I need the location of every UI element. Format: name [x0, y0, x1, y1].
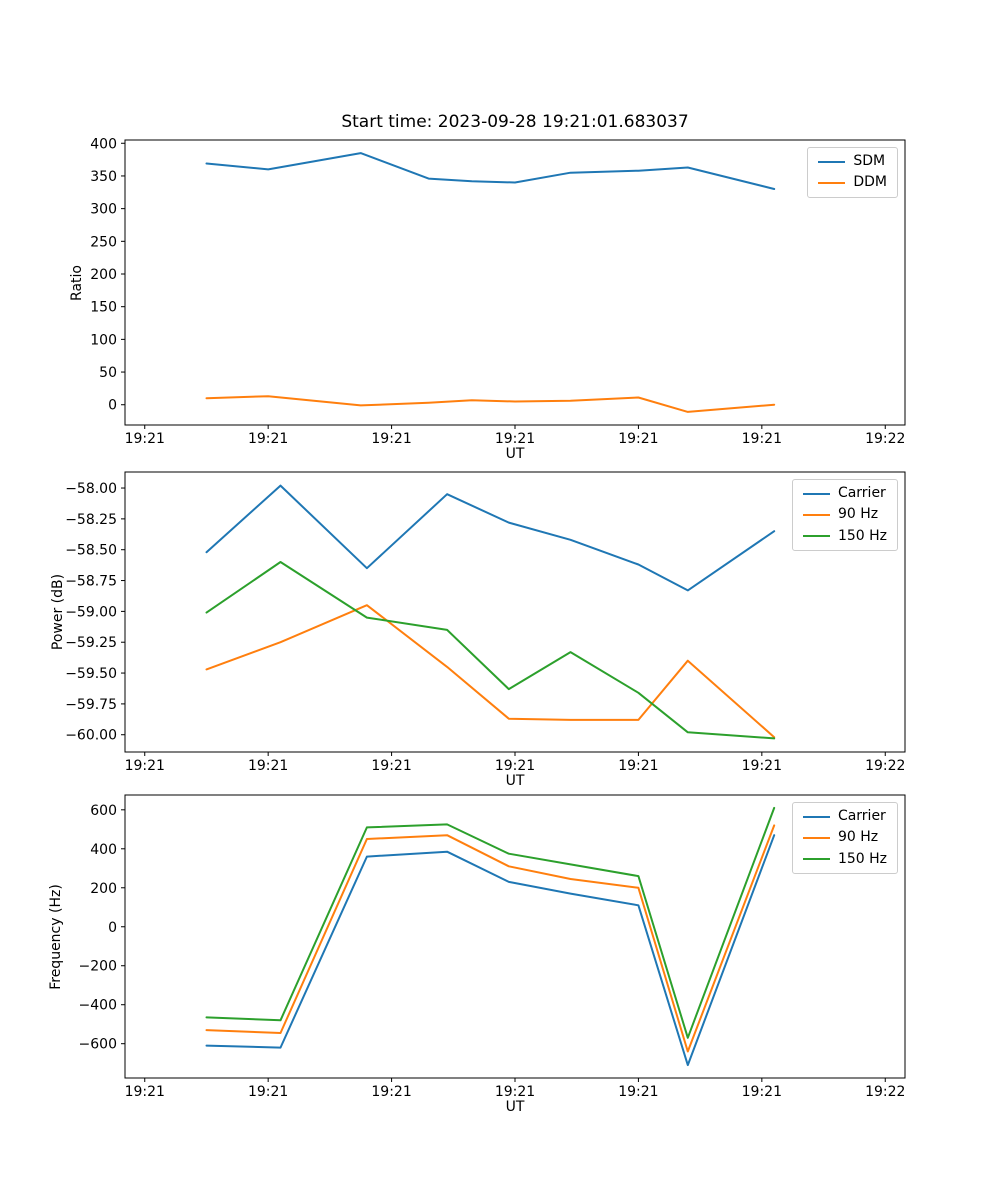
axes-frame: [124, 139, 906, 426]
legend-label: Carrier: [837, 808, 886, 824]
x-tick-label: 19:21: [125, 431, 165, 447]
y-axis-label-power: Power (dB): [50, 573, 66, 651]
y-tick-label: 350: [90, 169, 117, 185]
series-line-sdm: [205, 152, 776, 190]
x-tick-label: 19:21: [742, 431, 782, 447]
x-tick-label: 19:22: [865, 1084, 905, 1100]
legend-label: 90 Hz: [837, 829, 879, 846]
y-tick-label: −58.50: [65, 543, 117, 559]
x-tick-label: 19:21: [248, 1084, 288, 1100]
x-tick-label: 19:21: [742, 758, 782, 774]
legend-line-swatch: [802, 815, 830, 818]
axes-background: [125, 140, 905, 425]
y-tick-label: 200: [90, 881, 117, 897]
legend-line-swatch: [802, 858, 830, 861]
legend-label: 90 Hz: [837, 506, 879, 523]
y-tick-label: 250: [90, 234, 117, 250]
y-tick-label: 150: [90, 300, 117, 316]
y-tick-label: 300: [90, 202, 117, 218]
legend-line-swatch: [802, 492, 830, 495]
x-tick-label: 19:21: [495, 431, 535, 447]
x-axis-label-ratio: UT: [505, 446, 525, 462]
legend-item-150-hz: 150 Hz: [802, 527, 887, 544]
legend-line-swatch: [802, 514, 830, 517]
series-line-150-hz: [205, 561, 776, 740]
x-tick-label: 19:21: [618, 758, 658, 774]
y-tick-label: 100: [90, 332, 117, 348]
y-tick-label: 0: [108, 398, 117, 414]
series-line-carrier: [205, 834, 776, 1067]
y-tick-label: −58.75: [65, 574, 117, 590]
y-tick-label: −400: [79, 998, 117, 1014]
y-tick-label: 600: [90, 803, 117, 819]
legend-item-90-hz: 90 Hz: [802, 506, 887, 523]
y-tick-label: −59.75: [65, 697, 117, 713]
legend-power: Carrier 90 Hz 150 Hz: [791, 479, 898, 552]
subplot-2: 19:21 19:21 19:21 19:21 19:21 19:21 19:22 −600 −…: [79, 794, 906, 1100]
subplot-0: 19:21 19:21 19:21 19:21 19:21 19:21 19:22 0 50 10…: [90, 136, 906, 447]
x-axis-label-frequency: UT: [505, 1099, 525, 1115]
legend-label: 150 Hz: [837, 527, 887, 544]
x-tick-label: 19:21: [618, 1084, 658, 1100]
axes-frame: [124, 471, 906, 753]
legend-label: SDM: [853, 153, 886, 169]
y-tick-label: −59.00: [65, 604, 117, 620]
subplot-1: 19:21 19:21 19:21 19:21 19:21 19:21 19:22 −58.0…: [65, 471, 906, 774]
legend-line-swatch: [818, 182, 846, 185]
y-tick-label: 400: [90, 842, 117, 858]
y-tick-label: 50: [99, 365, 117, 381]
y-tick-label: −59.50: [65, 666, 117, 682]
series-line-ddm: [205, 395, 776, 413]
x-tick-label: 19:21: [125, 1084, 165, 1100]
legend-item-150-hz: 150 Hz: [802, 850, 887, 867]
axes-background: [125, 472, 905, 752]
x-tick-label: 19:21: [125, 758, 165, 774]
legend-item-90-hz: 90 Hz: [802, 829, 887, 846]
y-tick-label: 200: [90, 267, 117, 283]
legend-frequency: Carrier 90 Hz 150 Hz: [791, 802, 898, 875]
x-tick-label: 19:21: [371, 431, 411, 447]
legend-line-swatch: [802, 535, 830, 538]
legend-item-ddm: DDM: [818, 174, 887, 191]
x-tick-label: 19:22: [865, 758, 905, 774]
legend-line-swatch: [802, 837, 830, 840]
y-tick-label: −600: [79, 1037, 117, 1053]
x-tick-label: 19:21: [495, 758, 535, 774]
axes-frame: [124, 794, 906, 1079]
x-tick-label: 19:21: [371, 758, 411, 774]
x-tick-label: 19:21: [495, 1084, 535, 1100]
legend-line-swatch: [818, 160, 846, 163]
series-line-carrier: [205, 484, 776, 592]
axes-background: [125, 795, 905, 1078]
y-tick-label: −58.00: [65, 481, 117, 497]
legend-label: 150 Hz: [837, 850, 887, 867]
y-tick-label: −200: [79, 959, 117, 975]
legend-item-carrier: Carrier: [802, 808, 887, 824]
x-tick-label: 19:22: [865, 431, 905, 447]
y-tick-label: −60.00: [65, 728, 117, 744]
legend-ratio: SDM DDM: [807, 147, 898, 198]
series-line-150-hz: [205, 806, 776, 1039]
legend-label: Carrier: [837, 485, 886, 501]
x-tick-label: 19:21: [248, 431, 288, 447]
legend-item-sdm: SDM: [818, 153, 887, 169]
x-tick-label: 19:21: [618, 431, 658, 447]
legend-item-carrier: Carrier: [802, 485, 887, 501]
y-tick-label: −58.25: [65, 512, 117, 528]
x-tick-label: 19:21: [371, 1084, 411, 1100]
y-tick-label: 0: [108, 920, 117, 936]
x-axis-label-power: UT: [505, 773, 525, 789]
chart-title: Start time: 2023-09-28 19:21:01.683037: [341, 112, 689, 132]
y-axis-label-frequency: Frequency (Hz): [48, 884, 64, 990]
y-tick-label: 400: [90, 136, 117, 152]
x-tick-label: 19:21: [248, 758, 288, 774]
x-tick-label: 19:21: [742, 1084, 782, 1100]
y-tick-label: −59.25: [65, 635, 117, 651]
legend-label: DDM: [853, 174, 887, 191]
y-axis-label-ratio: Ratio: [69, 265, 85, 301]
series-line-90-hz: [205, 604, 776, 739]
series-line-90-hz: [205, 824, 776, 1053]
